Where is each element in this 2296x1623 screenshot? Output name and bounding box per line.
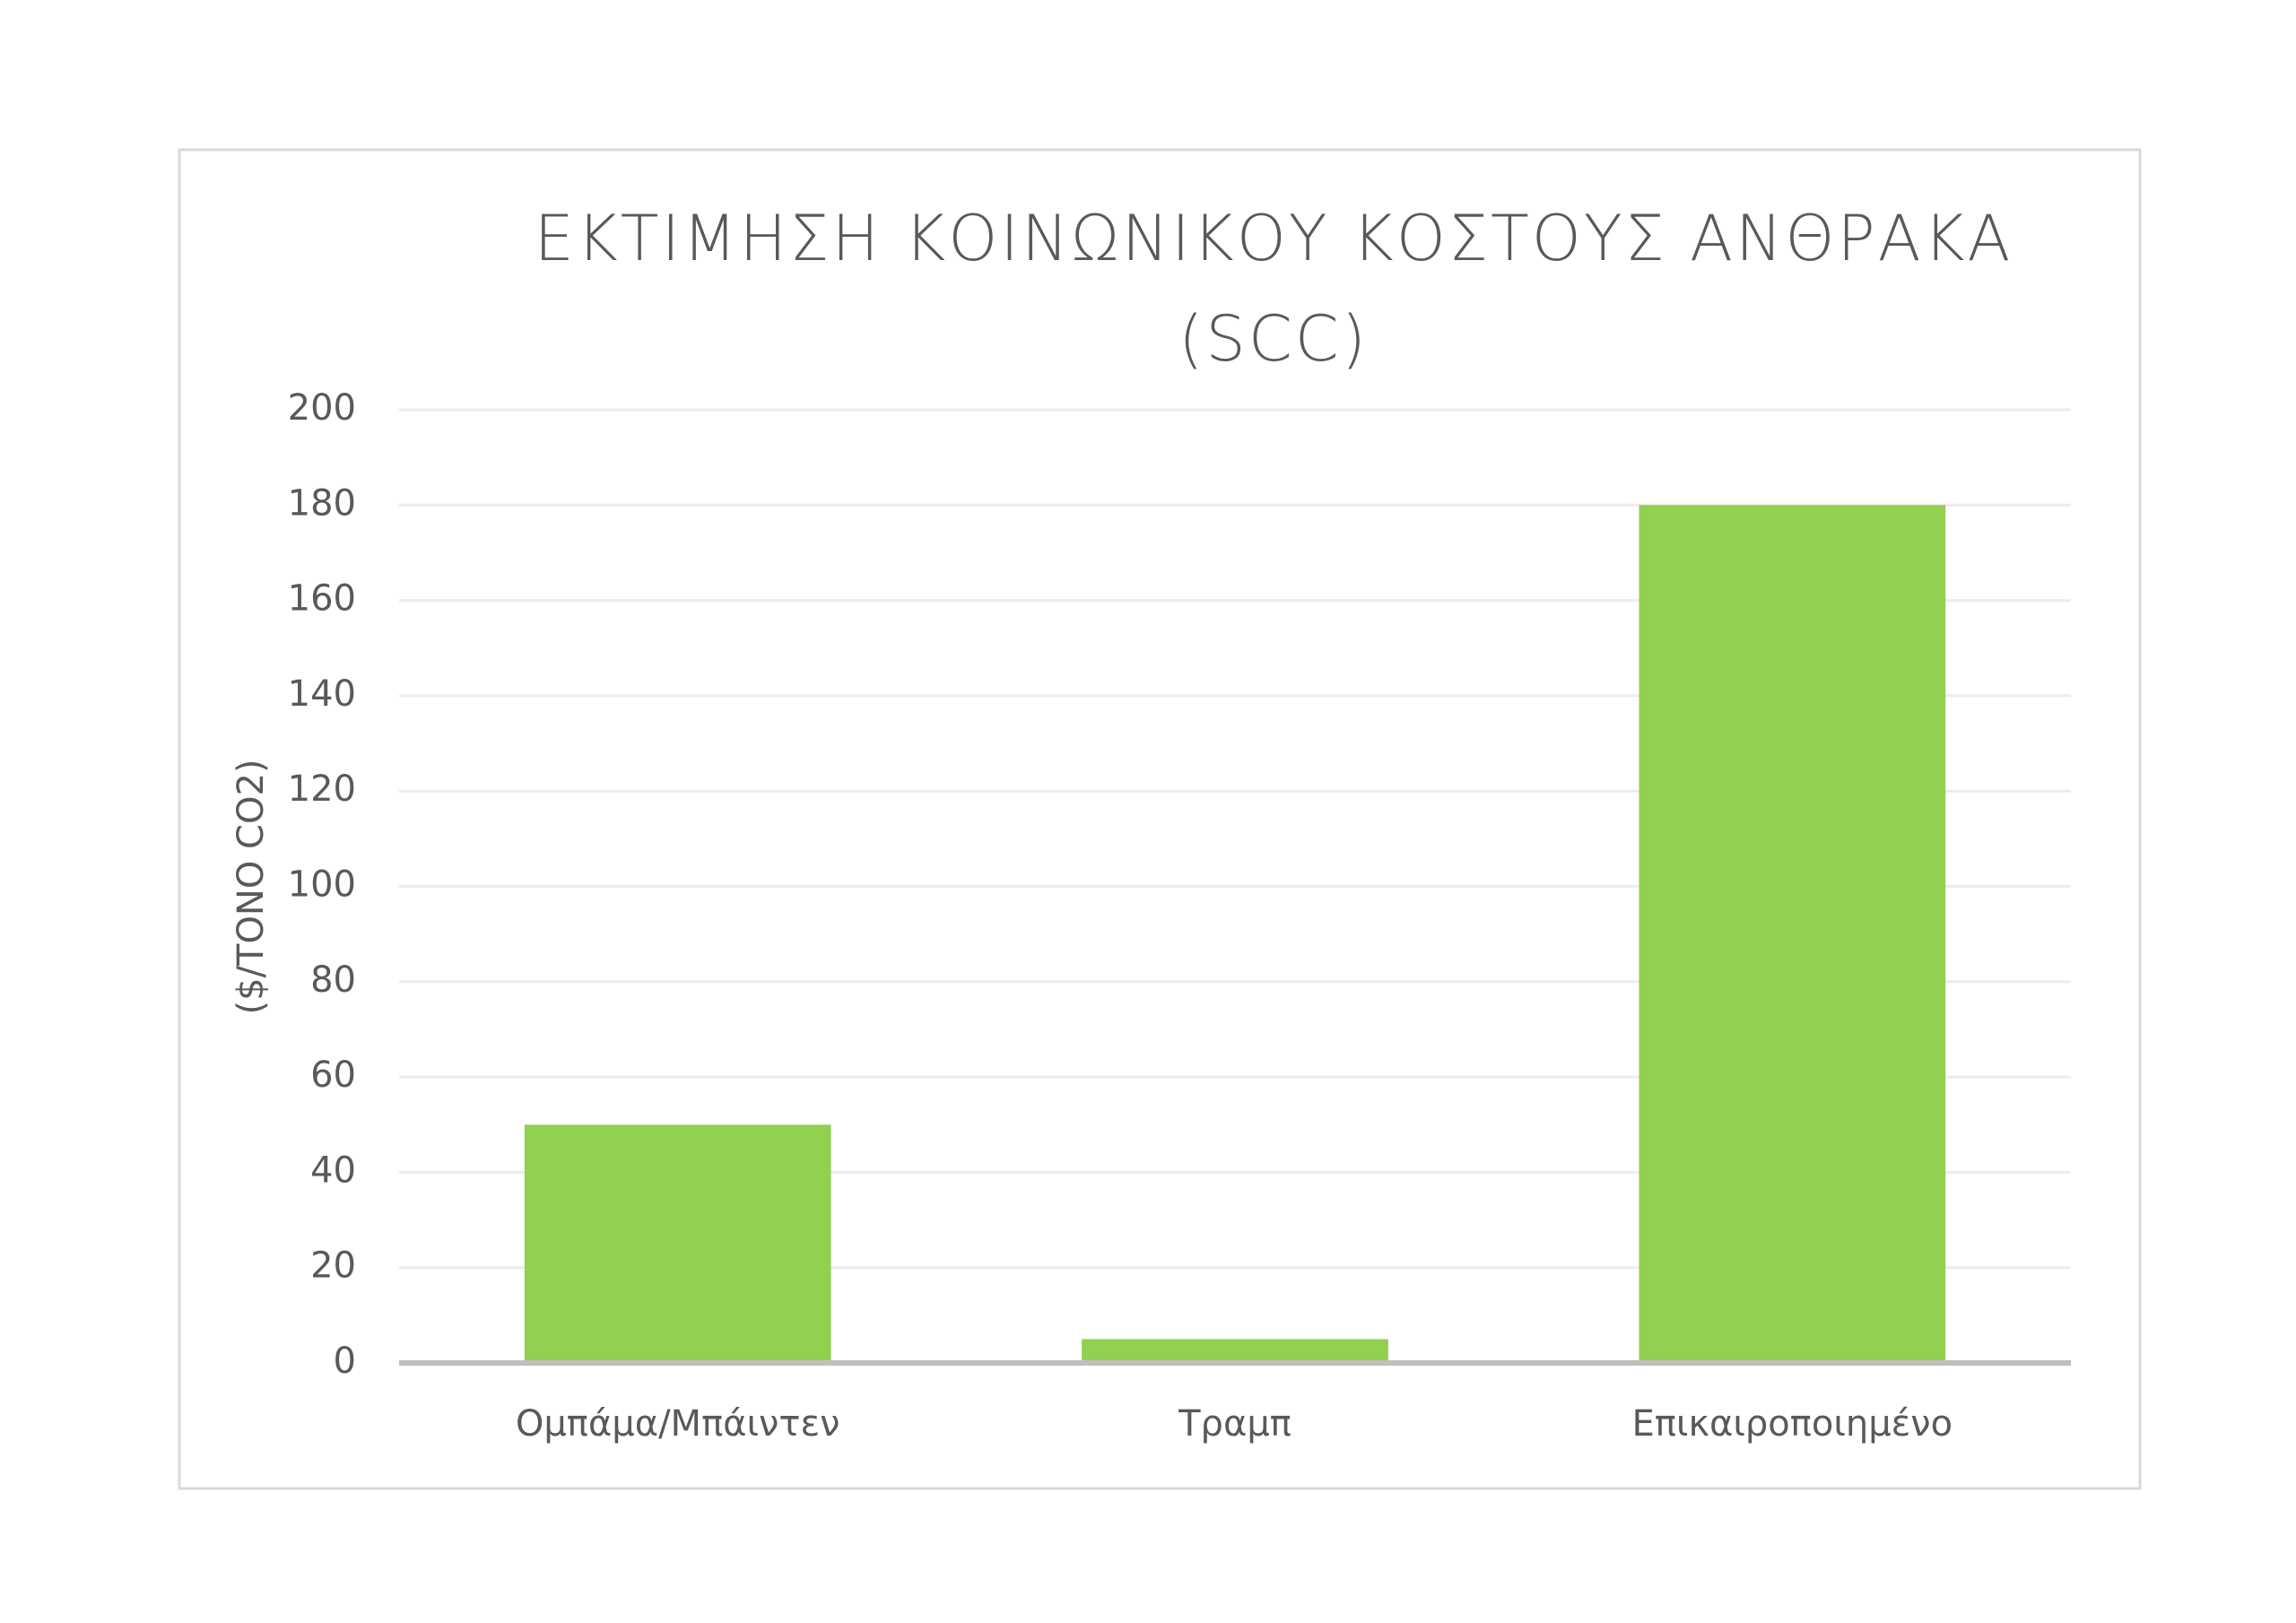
y-tick-label: 40 bbox=[310, 1150, 356, 1191]
y-tick-label: 0 bbox=[334, 1341, 356, 1382]
y-tick-label: 60 bbox=[310, 1055, 356, 1096]
x-tick-label: Τραμπ bbox=[1178, 1403, 1292, 1445]
y-tick-label: 180 bbox=[288, 482, 356, 524]
y-tick-label: 140 bbox=[288, 673, 356, 715]
y-tick-label: 200 bbox=[288, 387, 356, 429]
bar bbox=[1639, 505, 1946, 1363]
x-tick-label: Επικαιροποιημένο bbox=[1632, 1403, 1953, 1445]
y-tick-label: 20 bbox=[310, 1245, 356, 1287]
y-tick-label: 80 bbox=[310, 959, 356, 1001]
bar bbox=[524, 1124, 831, 1363]
x-tick-label: Ομπάμα/Μπάιντεν bbox=[516, 1403, 840, 1445]
chart-title: ΕΚΤΙΜΗΣΗ ΚΟΙΝΩΝΙΚΟΥ ΚΟΣΤΟΥΣ ΑΝΘΡΑΚΑ (SCC… bbox=[534, 202, 2013, 376]
y-tick-label: 160 bbox=[288, 578, 356, 620]
y-tick-label: 100 bbox=[288, 864, 356, 906]
bar bbox=[1082, 1339, 1388, 1363]
y-axis-label: ($/ΤΟΝΟ CO2) bbox=[230, 759, 272, 1014]
y-tick-label: 120 bbox=[288, 768, 356, 810]
